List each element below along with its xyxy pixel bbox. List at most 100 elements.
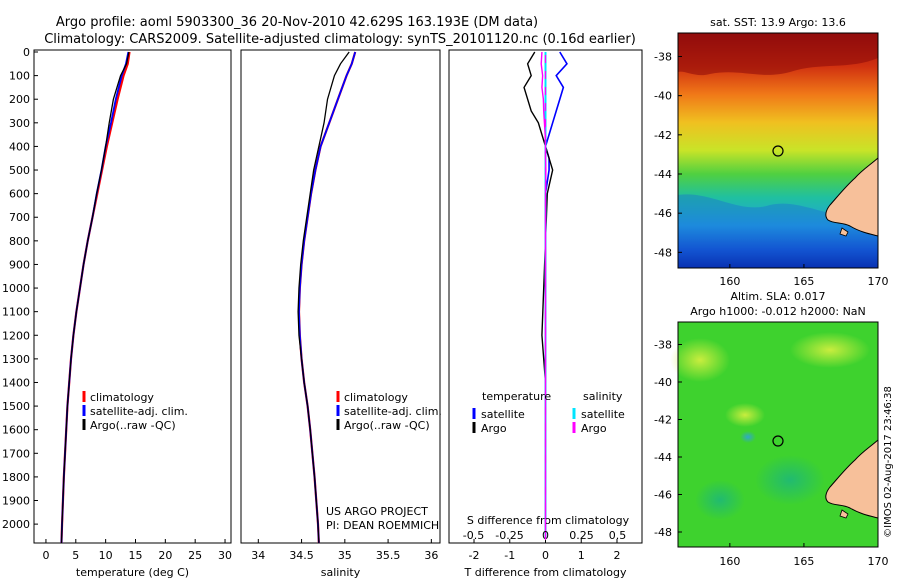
y-tick-label: 700 — [9, 211, 30, 224]
top-x-tick-label: -0.5 — [463, 529, 484, 542]
map-x-tick-label: 165 — [793, 275, 814, 288]
x-tick-label: 36 — [424, 549, 438, 562]
y-tick-label: 1000 — [2, 282, 30, 295]
legend-title-salinity: salinity — [583, 390, 623, 403]
sst-map: sat. SST: 13.9 Argo: 13.6 -38 -40 -42 -44 -4… — [654, 16, 888, 288]
map-y-tick-label: -48 — [654, 526, 672, 539]
sla-land-new-zealand — [825, 438, 879, 519]
top-x-tick-label: 0.5 — [609, 529, 627, 542]
map-y-tick-label: -44 — [654, 451, 672, 464]
legend-label: satellite-adj. clim. — [90, 405, 188, 418]
sla-land-island — [839, 509, 849, 519]
top-x-tick-label: -0.25 — [495, 529, 523, 542]
sla-map-subtitle: Argo h1000: -0.012 h2000: NaN — [690, 305, 866, 318]
sst-warm-band — [678, 33, 878, 76]
sst-land-island — [839, 227, 849, 237]
legend-label: Argo — [581, 422, 607, 435]
legend-label: Argo(..raw -QC) — [90, 419, 176, 432]
y-tick-label: 1400 — [2, 376, 30, 389]
map-x-tick-label: 170 — [868, 275, 889, 288]
sla-anomaly-low-1 — [755, 455, 825, 505]
map-y-tick-label: -46 — [654, 207, 672, 220]
map-y-tick-label: -38 — [654, 339, 672, 352]
map-y-tick-label: -44 — [654, 168, 672, 181]
legend-label: Argo — [481, 422, 507, 435]
x-tick-label: 34.5 — [289, 549, 314, 562]
sst-map-frame — [677, 32, 879, 269]
sla-float-marker — [772, 435, 784, 447]
salinity-panel-series-argo-raw-qc- — [297, 51, 350, 544]
sla-map-title: Altim. SLA: 0.017 — [730, 290, 825, 303]
y-tick-label: 1300 — [2, 353, 30, 366]
x-tick-label: 20 — [158, 549, 172, 562]
y-tick-label: 500 — [9, 164, 30, 177]
map-y-tick-label: -48 — [654, 246, 672, 259]
x-tick-label: 35.5 — [376, 549, 401, 562]
legend-label: climatology — [344, 391, 408, 404]
difference-panel-series-salinity-argo — [540, 51, 547, 539]
map-y-tick-label: -42 — [654, 414, 672, 427]
map-x-tick-label: 170 — [868, 555, 889, 568]
legend-label: satellite-adj. clim. — [344, 405, 442, 418]
temperature-panel-series-argo-raw-qc- — [60, 51, 130, 544]
salinity-panel-xlabel: salinity — [321, 566, 361, 579]
y-tick-label: 300 — [9, 117, 30, 130]
salinity-panel-frame — [240, 49, 441, 544]
x-tick-label: 10 — [99, 549, 113, 562]
y-tick-label: 1200 — [2, 329, 30, 342]
y-tick-label: 1500 — [2, 400, 30, 413]
x-tick-label: 1 — [578, 549, 585, 562]
map-y-tick-label: -40 — [654, 90, 672, 103]
legend-title-temperature: temperature — [482, 390, 551, 403]
temperature-panel: 0100200300400500600700800900100011001200… — [2, 46, 232, 579]
legend-label: Argo(..raw -QC) — [344, 419, 430, 432]
y-tick-label: 600 — [9, 188, 30, 201]
y-tick-label: 800 — [9, 235, 30, 248]
x-tick-label: 34 — [251, 549, 265, 562]
sla-anomaly-low-3 — [740, 431, 756, 443]
sla-map: Altim. SLA: 0.017 Argo h1000: -0.012 h20… — [654, 290, 888, 568]
y-tick-label: 1900 — [2, 495, 30, 508]
y-tick-label: 400 — [9, 140, 30, 153]
sla-anomaly-high-1 — [670, 338, 730, 382]
y-tick-label: 1100 — [2, 306, 30, 319]
y-tick-label: 900 — [9, 258, 30, 271]
top-x-tick-label: 0.25 — [569, 529, 594, 542]
sst-land-new-zealand — [825, 156, 879, 237]
sla-anomaly-high-2 — [790, 332, 870, 368]
map-x-tick-label: 160 — [719, 555, 740, 568]
footer-stamp: ©IMOS 02-Aug-2017 23:46:38 — [883, 386, 894, 538]
x-tick-label: 15 — [128, 549, 142, 562]
temperature-panel-xlabel: temperature (deg C) — [76, 566, 189, 579]
sla-anomaly-high-3 — [725, 403, 765, 427]
header-title-line2: Climatology: CARS2009. Satellite-adjuste… — [44, 32, 636, 47]
salinity-panel: 34 34.5 35 35.5 36 salinity climatologysatelli… — [240, 49, 442, 579]
temperature-panel-frame — [33, 49, 232, 544]
difference-panel: -2 -1 0 1 2 T difference from climatology -0.5… — [448, 49, 643, 579]
sla-anomaly-low-2 — [695, 480, 745, 520]
sst-map-title: sat. SST: 13.9 Argo: 13.6 — [710, 16, 846, 29]
x-tick-label: 35 — [338, 549, 352, 562]
sst-float-marker — [772, 145, 784, 157]
map-x-tick-label: 160 — [719, 275, 740, 288]
map-y-tick-label: -42 — [654, 129, 672, 142]
x-tick-label: 2 — [613, 549, 620, 562]
y-tick-label: 100 — [9, 70, 30, 83]
legend-label: satellite — [481, 408, 525, 421]
y-tick-label: 200 — [9, 93, 30, 106]
x-tick-label: 30 — [218, 549, 232, 562]
y-tick-label: 2000 — [2, 518, 30, 531]
y-tick-label: 0 — [23, 46, 30, 59]
x-tick-label: 5 — [72, 549, 79, 562]
project-annotation-line1: US ARGO PROJECT — [326, 505, 428, 518]
project-annotation-line2: PI: DEAN ROEMMICH — [326, 519, 439, 532]
difference-panel-xlabel: T difference from climatology — [464, 566, 627, 579]
y-tick-label: 1600 — [2, 424, 30, 437]
map-x-tick-label: 165 — [793, 555, 814, 568]
difference-panel-xlabel-top: S difference from climatology — [467, 514, 630, 527]
x-tick-label: 0 — [42, 549, 49, 562]
sla-map-frame — [677, 321, 879, 548]
x-tick-label: -2 — [469, 549, 480, 562]
map-y-tick-label: -46 — [654, 489, 672, 502]
